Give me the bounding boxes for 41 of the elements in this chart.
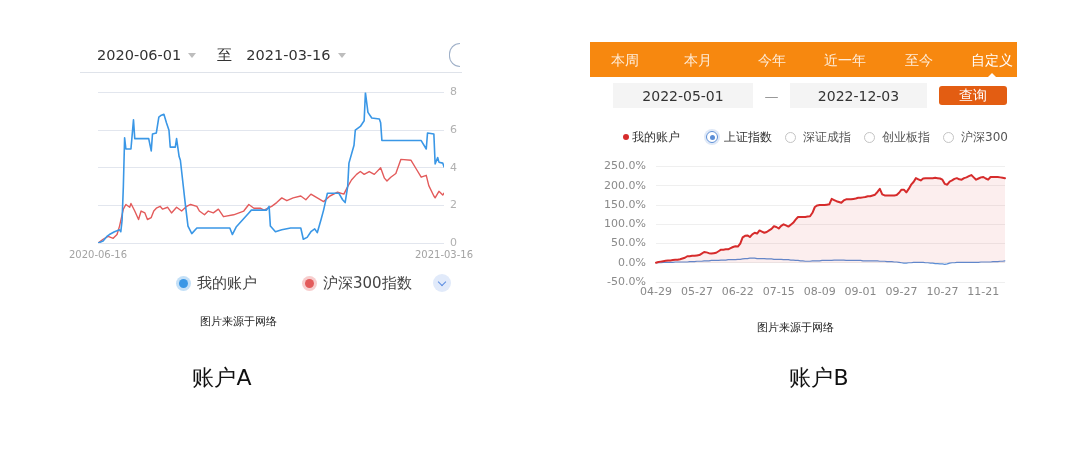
y-tick-label: 200.0% [604,178,646,192]
y-tick-label: 4 [450,160,457,174]
x-tick-label: 07-15 [762,285,795,299]
x-tick-label: 2020-06-16 [68,248,128,260]
tab-bar: 本周 本月 今年 近一年 至今 自定义 [590,42,1017,77]
y-tick-label: 50.0% [611,236,646,250]
y-tick-label: 100.0% [604,217,646,231]
x-tick-label: 08-09 [803,285,836,299]
y-tick-label: 0.0% [618,255,646,269]
y-tick-label: 6 [450,123,457,137]
text: 图片来源于网络 [199,314,277,329]
legend-label: 我的账户 [632,128,680,146]
x-tick-label: 09-27 [885,285,918,299]
legend-label: 我的账户 [197,273,257,293]
y-tick-label: 150.0% [604,197,646,211]
text: 深证成指 [803,128,851,146]
x-tick-label: 06-22 [721,285,754,299]
y-tick-label: 0 [450,235,457,249]
text: 图片来源于网络 [756,320,834,335]
y-tick-label: 2 [450,198,457,212]
legend-label: 上证指数 [724,128,772,146]
text: 账户B [789,364,849,392]
x-tick-label: 10-27 [926,285,959,299]
y-tick-label: -50.0% [607,274,646,288]
x-tick-label: 04-29 [640,285,672,299]
legend-label: 沪深300指数 [323,273,412,293]
y-tick-label: 250.0% [604,159,646,173]
text: 2020-06-01 [97,47,182,63]
x-tick-label: 11-21 [967,285,1000,299]
x-tick-label: 09-01 [844,285,877,299]
input-field: 2022-12-03 [790,83,927,108]
text: 沪深300 [961,128,1008,146]
input-field: 2022-05-01 [613,83,753,108]
text: 至 [217,45,233,65]
text: 创业板指 [882,128,930,146]
button: 查询 [939,86,1007,105]
y-tick-label: 8 [450,85,457,99]
text: 账户A [192,364,252,392]
x-tick-label: 05-27 [680,285,713,299]
text: 2021-03-16 [246,47,331,63]
text: — [763,87,780,104]
